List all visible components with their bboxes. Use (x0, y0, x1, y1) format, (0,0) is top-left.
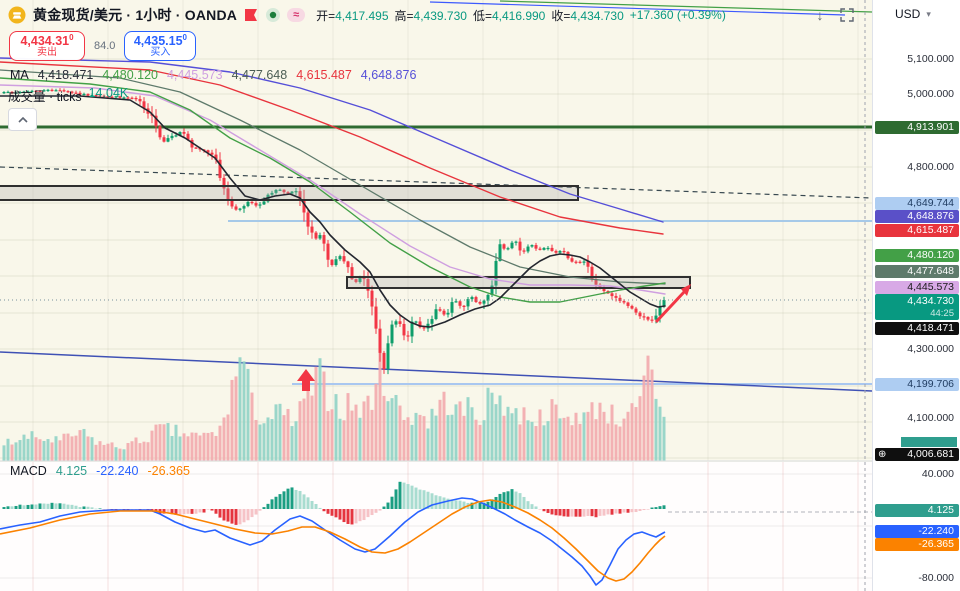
chevron-down-icon: ▾ (926, 8, 931, 19)
high-label: 高 (394, 8, 407, 23)
price-badge-6: 4,615.487 (875, 223, 959, 237)
price-axis-label-3: 4,800.000 (907, 160, 954, 173)
bar-countdown: 44:25 (930, 308, 954, 319)
price-badge-19: -26.365 (875, 537, 959, 551)
price-badge-17: 4.125 (875, 503, 959, 517)
low-label: 低 (472, 8, 485, 23)
ma-value-5: 4,648.876 (360, 68, 417, 82)
market-status-icon[interactable] (266, 8, 281, 22)
ma-legend[interactable]: MA 4,418.471 4,480.120 4,445.573 4,477.648 4… (10, 68, 425, 82)
add-alert-icon[interactable]: ⊕ (878, 448, 887, 460)
ohlc-readout: 开=4,417.495 高=4,439.730 低=4,416.990 收=4,… (316, 8, 726, 23)
download-icon[interactable]: ↓ (816, 7, 824, 23)
price-axis[interactable]: USD ▾ 5,100.000 5,000.000 4,913.901 4,800.0… (872, 0, 960, 591)
price-badge-11: 4,418.471 (875, 321, 959, 335)
low-value: 4,416.990 (491, 8, 546, 23)
macd-value-2: -26.365 (147, 464, 190, 478)
price-badge-10: 4,434.730 44:25 (875, 294, 959, 320)
buy-price: 4,435.15 (133, 33, 183, 48)
macd-label: MACD (10, 464, 47, 478)
gold-symbol-icon (8, 6, 26, 24)
price-badge-9: 4,445.573 (875, 280, 959, 294)
close-label: 收 (551, 8, 564, 23)
ma-value-4: 4,615.487 (296, 68, 352, 82)
price-axis-label-12: 4,300.000 (907, 342, 954, 355)
symbol-legend: 黄金现货/美元 · 1小时 · OANDA ≈ 开=4,417.495 高=4,… (8, 5, 726, 25)
macd-legend[interactable]: MACD 4.125 -22.240 -26.365 (10, 464, 199, 478)
price-badge-4: 4,649.744 (875, 196, 959, 210)
price-axis-label-20: -80.000 (918, 571, 954, 584)
spread-value: 84.0 (94, 40, 116, 52)
change-value: +17.360 (+0.39%) (629, 8, 726, 22)
open-value: 4,417.495 (335, 8, 389, 23)
currency-selector[interactable]: USD ▾ (895, 7, 931, 21)
volume-value: 14.04K (88, 86, 129, 100)
volume-legend[interactable]: 成交量 · ticks 14.04K (8, 86, 128, 105)
sell-label: 卖出 (37, 46, 57, 58)
flag-icon[interactable] (244, 8, 259, 23)
currency-label: USD (895, 7, 921, 21)
macd-value-1: -22.240 (96, 464, 139, 478)
price-axis-label-16: 40.000 (921, 467, 954, 480)
ma-value-3: 4,477.648 (231, 68, 288, 82)
price-axis-label-14: 4,100.000 (907, 411, 954, 424)
macd-values: 4.125 -22.240 -26.365 (56, 464, 199, 478)
delayed-data-icon[interactable]: ≈ (287, 8, 306, 22)
ma-label: MA (10, 68, 29, 82)
open-label: 开 (316, 8, 329, 23)
ma-value-0: 4,418.471 (37, 68, 94, 82)
buy-label: 买入 (150, 46, 171, 58)
high-value: 4,439.730 (413, 8, 467, 23)
ma-values: 4,418.471 4,480.120 4,445.573 4,477.648 4,61… (38, 68, 426, 82)
buy-button[interactable]: 4,435.150 买入 (124, 31, 197, 61)
collapse-legend-button[interactable] (8, 108, 37, 131)
price-badge-8: 4,477.648 (875, 264, 959, 278)
ma-value-1: 4,480.120 (102, 68, 158, 82)
close-value: 4,434.730 (570, 8, 624, 23)
price-badge-7: 4,480.120 (875, 248, 959, 262)
fullscreen-icon[interactable] (837, 5, 857, 25)
volume-axis-marker (901, 437, 957, 447)
sell-button[interactable]: 4,434.310 卖出 (9, 31, 85, 61)
price-badge-15: ⊕ 4,006.681 (875, 447, 959, 461)
sell-price: 4,434.31 (20, 33, 70, 48)
price-axis-label-0: 5,100.000 (907, 52, 954, 65)
volume-label: 成交量 · ticks (8, 90, 82, 104)
price-badge-5: 4,648.876 (875, 209, 959, 223)
price-badge-13: 4,199.706 (875, 377, 959, 391)
ma-value-2: 4,445.573 (166, 68, 223, 82)
price-badge-2: 4,913.901 (875, 120, 959, 134)
symbol-title[interactable]: 黄金现货/美元 · 1小时 · OANDA (33, 7, 238, 23)
trade-panel: 4,434.310 卖出 84.0 4,435.150 买入 (9, 31, 197, 61)
price-badge-18: -22.240 (875, 524, 959, 538)
fullscreen-glyph (840, 8, 854, 22)
price-axis-label-1: 5,000.000 (907, 87, 954, 100)
macd-value-0: 4.125 (55, 464, 88, 478)
chevron-up-icon (17, 116, 28, 123)
